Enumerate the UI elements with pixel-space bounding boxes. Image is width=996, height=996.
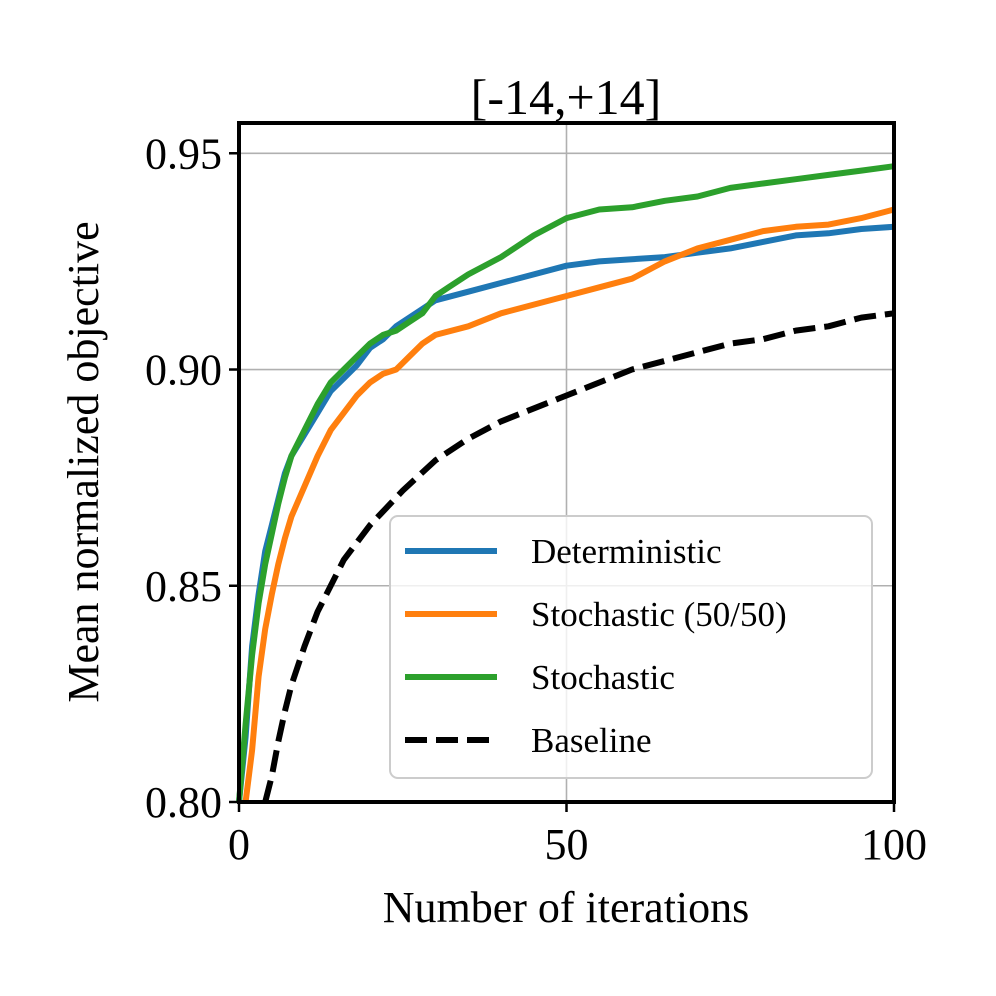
x-tick-label: 50	[545, 820, 589, 869]
legend-label: Stochastic (50/50)	[531, 595, 787, 634]
y-tick-label: 0.90	[145, 346, 222, 395]
chart-title: [-14,+14]	[471, 69, 662, 125]
series-line-stochastic-50-50	[242, 206, 895, 803]
y-tick-label: 0.85	[145, 562, 222, 611]
axis-ticks: 0 50 100 0.80 0.85 0.90 0.95	[145, 129, 927, 869]
x-tick-label: 100	[861, 820, 927, 869]
y-tick-label: 0.95	[145, 129, 222, 178]
legend: Deterministic Stochastic (50/50) Stochasti…	[389, 515, 873, 779]
series-line-stochastic	[236, 163, 895, 803]
legend-label: Stochastic	[531, 658, 675, 697]
legend-box	[389, 515, 873, 779]
legend-label: Deterministic	[531, 532, 722, 571]
x-tick-label: 0	[228, 820, 250, 869]
y-tick-label: 0.80	[145, 778, 222, 827]
series-line-baseline	[262, 310, 895, 803]
x-axis-label: Number of iterations	[383, 883, 750, 932]
legend-label: Baseline	[531, 721, 652, 760]
series-group	[236, 163, 895, 803]
y-axis-label: Mean normalized objective	[59, 221, 108, 702]
